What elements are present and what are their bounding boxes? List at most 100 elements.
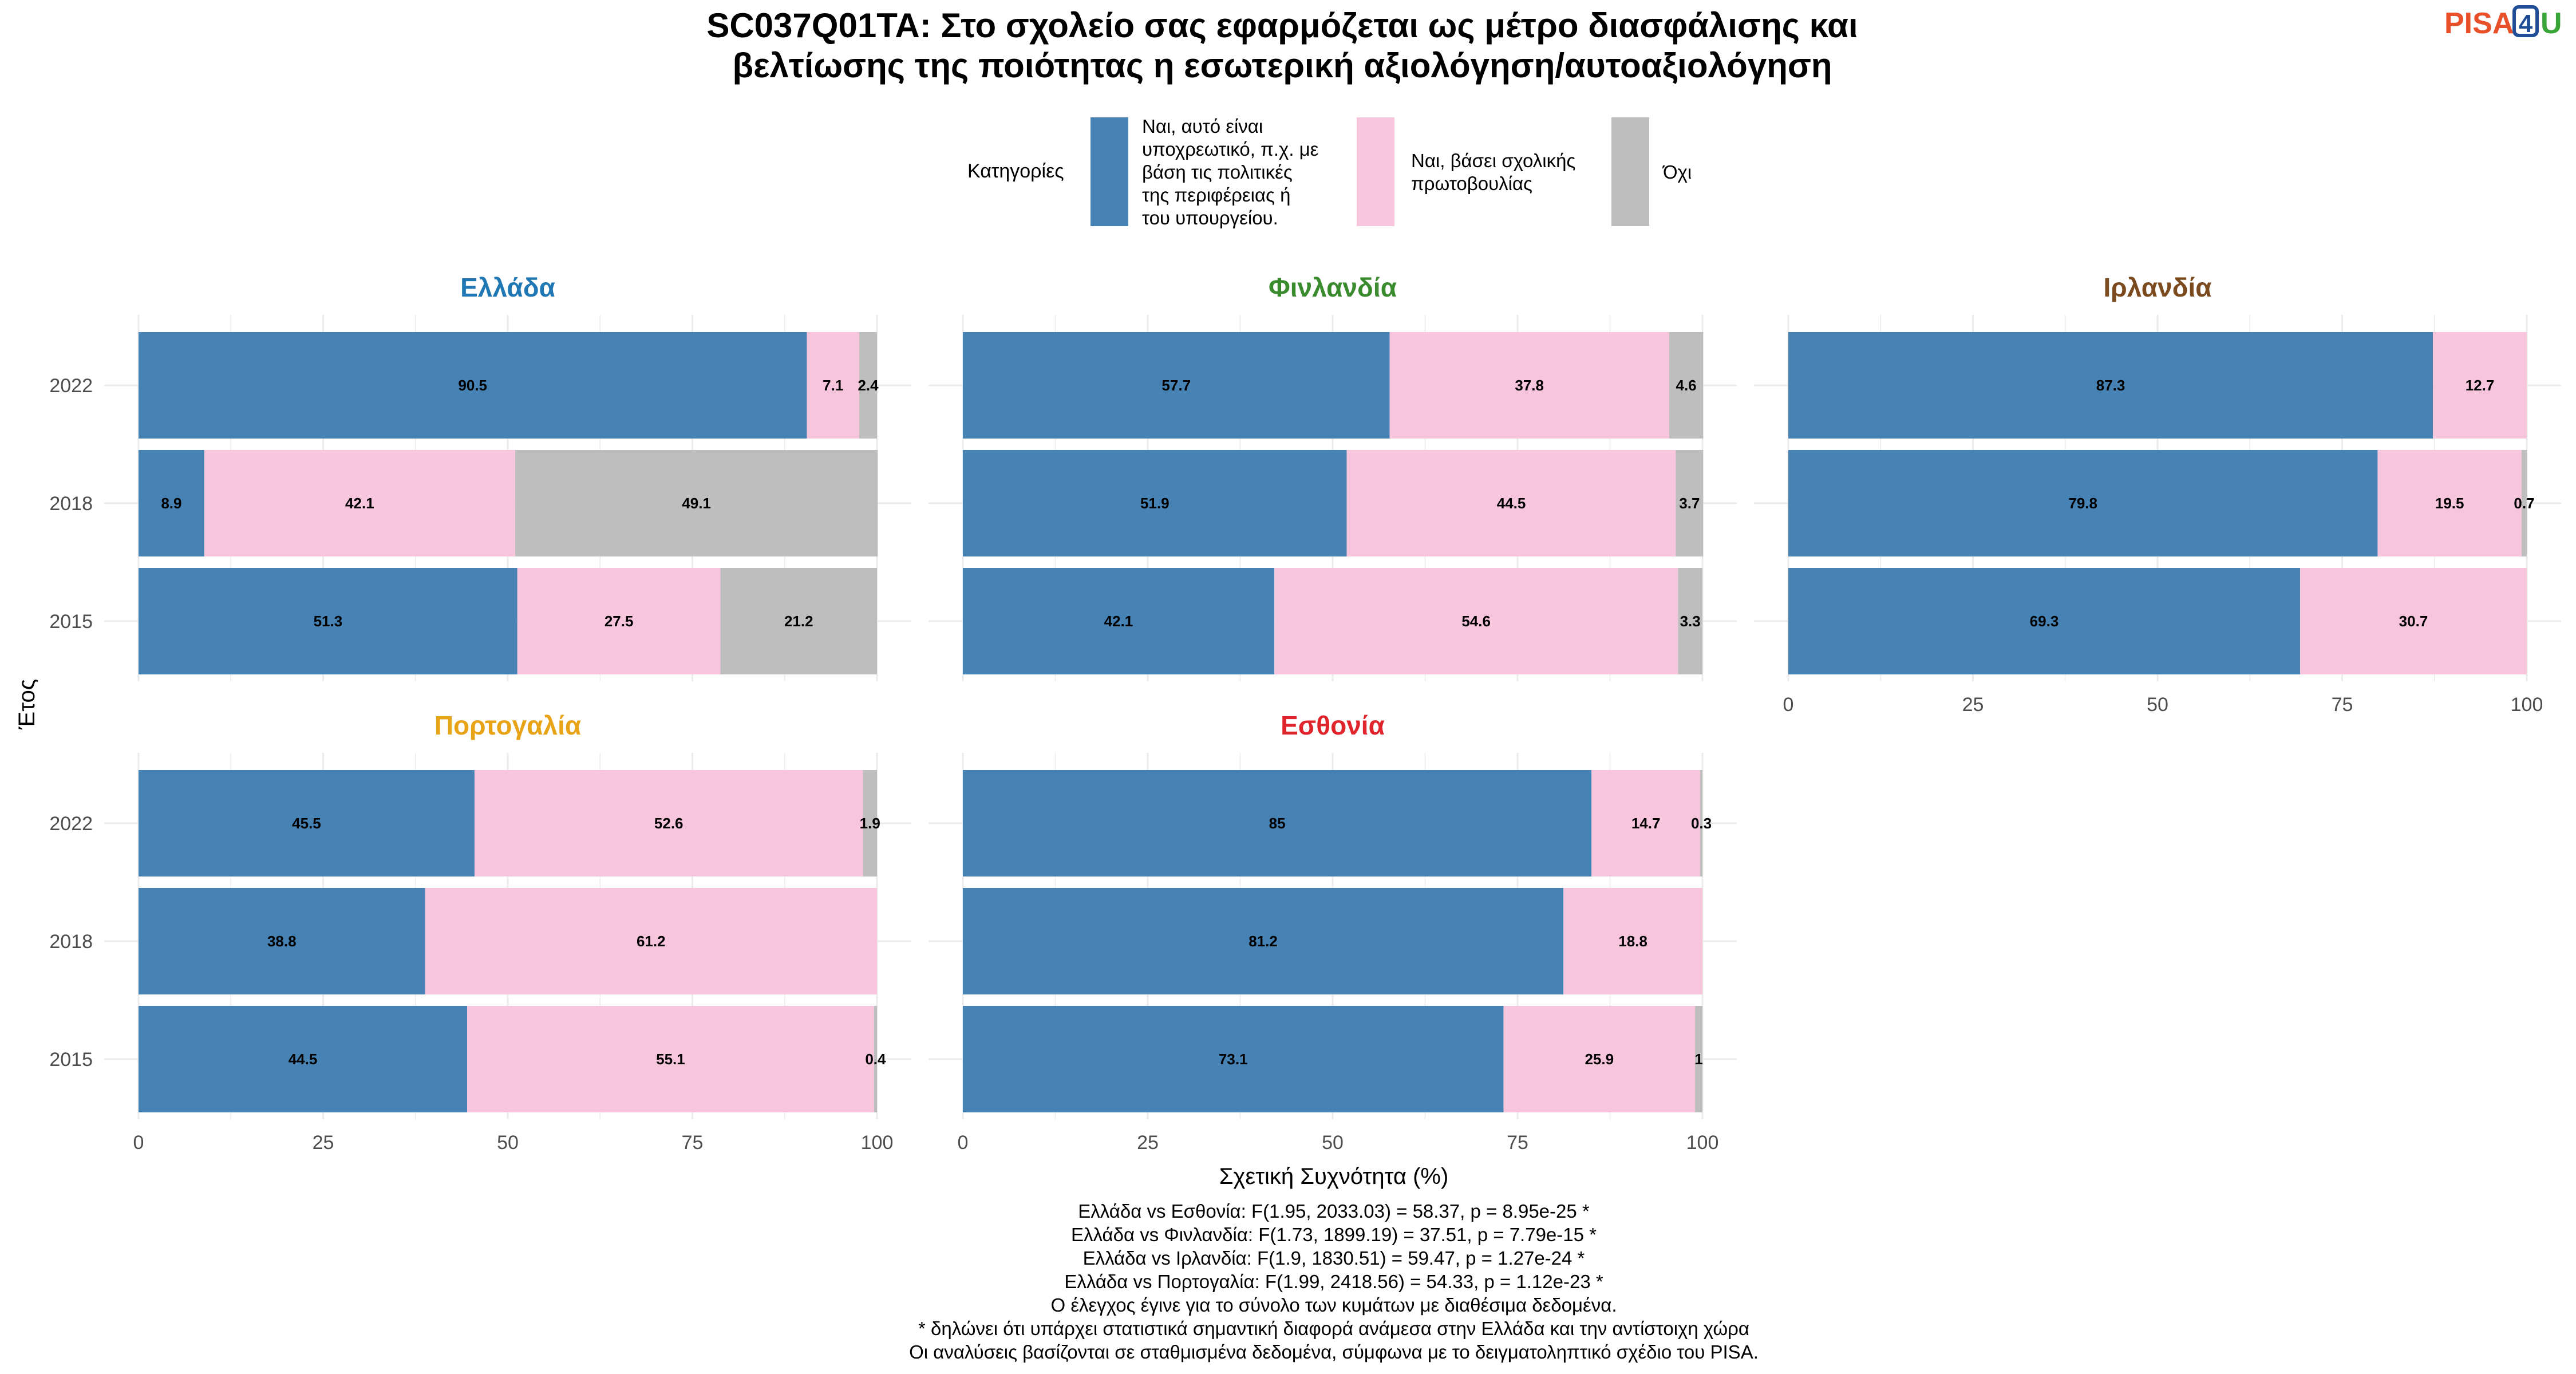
bar-segment <box>1346 450 1676 556</box>
y-tick-label: 2015 <box>49 1049 93 1071</box>
panel-title: Φινλανδία <box>1269 273 1397 302</box>
bar-value-label: 42.1 <box>345 495 374 512</box>
bar-segment <box>1389 332 1669 439</box>
x-tick-label: 100 <box>861 1132 894 1154</box>
bar-value-label: 90.5 <box>458 377 487 394</box>
bar-value-label: 69.3 <box>2030 613 2059 630</box>
footnote-line: Ο έλεγχος έγινε για το σύνολο των κυμάτω… <box>1051 1294 1617 1316</box>
bar-value-label: 0.4 <box>865 1051 886 1068</box>
logo-text: PISA <box>2444 7 2514 40</box>
legend-label: του υπουργείου. <box>1142 207 1278 228</box>
y-tick-label: 2015 <box>49 611 93 633</box>
bar-value-label: 1 <box>1694 1051 1702 1068</box>
bar-segment <box>425 888 877 994</box>
bar-value-label: 51.9 <box>1140 495 1170 512</box>
y-tick-label: 2018 <box>49 931 93 953</box>
bar-segment <box>807 332 860 439</box>
x-tick-label: 100 <box>2511 694 2543 716</box>
bar-segment <box>1700 770 1702 876</box>
x-tick-label: 50 <box>1322 1132 1344 1154</box>
legend-label: πρωτοβουλίας <box>1411 173 1532 194</box>
bar-value-label: 0.3 <box>1691 815 1712 832</box>
bar-value-label: 3.7 <box>1679 495 1700 512</box>
bar-segment <box>517 568 721 674</box>
footnote-line: Οι αναλύσεις βασίζονται σε σταθμισμένα δ… <box>909 1341 1759 1363</box>
bar-value-label: 8.9 <box>161 495 181 512</box>
bar-value-label: 44.5 <box>1497 495 1526 512</box>
panel-title: Πορτογαλία <box>434 710 581 740</box>
facet-panel: Ελλάδα 90.5 7.1 2.4 8.9 42.1 49.1 51.3 27.5 21.2 2… <box>49 273 911 681</box>
bar-value-label: 21.2 <box>784 613 813 630</box>
bar-value-label: 18.8 <box>1618 933 1647 950</box>
bar-segment <box>1563 888 1702 994</box>
bar-segment <box>963 770 1592 876</box>
bar-segment <box>1788 568 2300 674</box>
bar-value-label: 30.7 <box>2399 613 2428 630</box>
legend-swatch <box>1611 117 1649 226</box>
x-tick-label: 100 <box>1686 1132 1719 1154</box>
facet-panel: Εσθονία 85 14.7 0.3 81.2 18.8 73.1 25.9 1 0 25 50 75… <box>929 710 1737 1154</box>
bar-segment <box>1788 332 2433 439</box>
bar-value-label: 0.7 <box>2514 495 2534 512</box>
x-tick-label: 75 <box>2332 694 2353 716</box>
bar-segment <box>2300 568 2527 674</box>
bar-value-label: 1.9 <box>860 815 880 832</box>
bar-value-label: 81.2 <box>1249 933 1278 950</box>
legend-label: υποχρεωτικό, π.χ. με <box>1142 139 1319 160</box>
bar-segment <box>2433 332 2527 439</box>
footnote-line: Ελλάδα vs Εσθονία: F(1.95, 2033.03) = 58… <box>1078 1201 1590 1222</box>
bar-segment <box>139 332 807 439</box>
bar-value-label: 44.5 <box>289 1051 318 1068</box>
footnote-line: Ελλάδα vs Φινλανδία: F(1.73, 1899.19) = … <box>1071 1224 1597 1245</box>
bar-segment <box>963 332 1390 439</box>
bar-value-label: 45.5 <box>292 815 321 832</box>
x-axis-title: Σχετική Συχνότητα (%) <box>1219 1164 1449 1189</box>
y-axis-title: Έτος <box>14 679 39 730</box>
bar-segment <box>2377 450 2522 556</box>
bar-segment <box>1678 568 1702 674</box>
legend-label: βάση τις πολιτικές <box>1142 161 1293 183</box>
legend-label: Ναι, βάσει σχολικής <box>1411 150 1575 171</box>
bar-value-label: 54.6 <box>1461 613 1491 630</box>
bar-segment <box>2521 450 2527 556</box>
bar-segment <box>1591 770 1701 876</box>
legend-title: Κατηγορίες <box>967 160 1064 182</box>
bar-value-label: 38.8 <box>267 933 297 950</box>
panel-title: Ιρλανδία <box>2103 273 2211 302</box>
legend-swatch <box>1091 117 1128 226</box>
x-tick-label: 25 <box>1137 1132 1159 1154</box>
bar-value-label: 55.1 <box>656 1051 685 1068</box>
x-tick-label: 0 <box>1783 694 1794 716</box>
bar-value-label: 49.1 <box>682 495 711 512</box>
logo-box <box>2512 5 2539 37</box>
bar-value-label: 4.6 <box>1676 377 1696 394</box>
bar-segment <box>863 770 877 876</box>
bar-segment <box>963 450 1347 556</box>
facet-panel: Πορτογαλία 45.5 52.6 1.9 38.8 61.2 44.5 55.1 0.4… <box>49 710 911 1154</box>
bar-value-label: 14.7 <box>1631 815 1661 832</box>
footnote-line: * δηλώνει ότι υπάρχει στατιστικά σημαντι… <box>918 1318 1749 1339</box>
bar-segment <box>874 1006 877 1112</box>
x-tick-label: 0 <box>133 1132 144 1154</box>
bar-segment <box>963 568 1274 674</box>
footnote-line: Ελλάδα vs Πορτογαλία: F(1.99, 2418.56) =… <box>1064 1271 1603 1292</box>
logo-text: 4 <box>2519 10 2533 38</box>
legend-label: της περιφέρειας ή <box>1142 184 1290 206</box>
bar-value-label: 79.8 <box>2068 495 2097 512</box>
bar-value-label: 25.9 <box>1585 1051 1614 1068</box>
y-tick-label: 2022 <box>49 375 93 397</box>
bar-value-label: 12.7 <box>2466 377 2495 394</box>
bar-segment <box>1676 450 1704 556</box>
y-tick-label: 2018 <box>49 493 93 515</box>
bar-segment <box>859 332 877 439</box>
bar-segment <box>1669 332 1704 439</box>
bar-value-label: 61.2 <box>637 933 666 950</box>
bar-value-label: 2.4 <box>858 377 879 394</box>
bar-segment <box>139 450 204 556</box>
bar-value-label: 27.5 <box>605 613 634 630</box>
footnote-line: Ελλάδα vs Ιρλανδία: F(1.9, 1830.51) = 59… <box>1083 1247 1585 1269</box>
bar-segment <box>1274 568 1678 674</box>
bar-value-label: 7.1 <box>823 377 843 394</box>
panel-title: Ελλάδα <box>460 273 555 302</box>
